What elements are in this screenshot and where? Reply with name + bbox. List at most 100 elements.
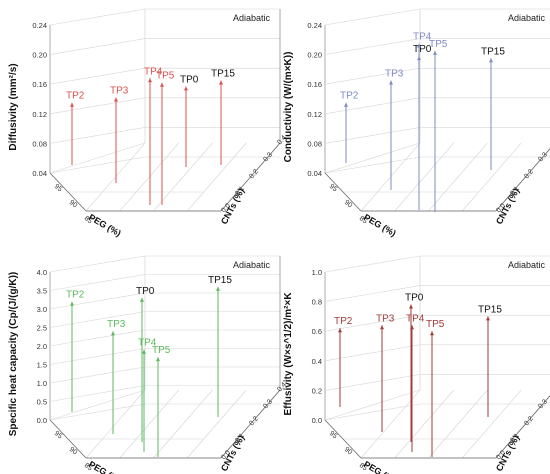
- data-label: TP15: [481, 46, 505, 57]
- z-tick-label: 0.5: [37, 398, 47, 407]
- data-label: TP5: [426, 319, 445, 330]
- grid-line: [324, 314, 421, 332]
- data-marker: [70, 102, 74, 107]
- grid-line: [153, 389, 213, 459]
- cnt-tick-label: 0.2: [248, 168, 260, 180]
- grid-line: [428, 389, 488, 459]
- z-tick-label: 0.4: [312, 357, 322, 366]
- grid-line: [49, 8, 146, 26]
- data-label: TP2: [334, 316, 353, 327]
- z-tick-label: 0.20: [32, 51, 47, 60]
- grid-line: [324, 67, 421, 85]
- data-marker: [142, 349, 146, 354]
- axis-line: [495, 395, 550, 459]
- cnt-tick-label: 0.1: [509, 432, 521, 444]
- grid-line: [462, 142, 522, 212]
- cnt-tick-label: 0.1: [509, 185, 521, 197]
- data-marker: [216, 286, 220, 291]
- grid-line: [49, 127, 146, 144]
- grid-line: [49, 67, 146, 85]
- x-axis-label: PEG (%): [87, 459, 123, 474]
- y-axis-label: Specific heat capacity (Cp/(J/(g/K)): [8, 272, 19, 436]
- grid-line: [324, 127, 421, 144]
- data-marker: [409, 304, 413, 309]
- data-marker: [389, 80, 393, 85]
- grid-line: [360, 389, 421, 459]
- z-tick-label: 0.8: [312, 298, 322, 307]
- grid-line: [462, 389, 522, 459]
- z-tick-label: 0.12: [32, 110, 47, 119]
- z-tick-label: 0.24: [307, 21, 322, 30]
- data-label: TP4: [138, 338, 157, 349]
- data-marker: [70, 301, 74, 306]
- peg-tick-label: 95: [328, 430, 339, 440]
- data-label: TP0: [180, 74, 199, 85]
- cnt-tick-label: 0.0: [220, 449, 232, 461]
- z-tick-label: 0.08: [307, 139, 322, 148]
- data-marker: [380, 325, 384, 330]
- data-marker: [433, 50, 437, 55]
- grid-line: [324, 255, 421, 273]
- grid-line: [187, 389, 247, 459]
- chart-panel-a: 0.040.080.120.160.200.249590850.00.10.20…: [8, 8, 288, 238]
- data-marker: [344, 102, 348, 107]
- data-label: TP3: [385, 69, 404, 80]
- axis-line: [495, 148, 550, 212]
- z-tick-label: 2.5: [37, 324, 47, 333]
- data-label: TP5: [156, 71, 175, 82]
- data-label: TP3: [376, 313, 395, 324]
- cnt-tick-label: 0.0: [220, 202, 232, 214]
- peg-tick-label: 95: [53, 430, 64, 440]
- condition-label: Adiabatic: [233, 260, 271, 270]
- data-marker: [156, 357, 160, 362]
- cnt-tick-label: 0.3: [537, 151, 549, 163]
- data-marker: [417, 43, 421, 48]
- data-marker: [338, 328, 342, 333]
- grid-line: [49, 366, 146, 384]
- data-label: TP5: [429, 39, 448, 50]
- z-tick-label: 0.04: [307, 169, 322, 178]
- z-tick-label: 0.24: [32, 21, 47, 30]
- peg-tick-label: 90: [68, 446, 79, 456]
- grid-line: [49, 385, 146, 402]
- x-axis-label: PEG (%): [362, 459, 398, 474]
- z-tick-label: 2.0: [37, 342, 47, 351]
- z-tick-label: 1.0: [37, 379, 47, 388]
- peg-tick-label: 90: [68, 199, 79, 209]
- cnt-tick-label: 0.2: [523, 168, 535, 180]
- x-axis-label: PEG (%): [87, 212, 123, 238]
- grid-line: [324, 374, 421, 391]
- z-tick-label: 0.0: [312, 416, 322, 425]
- data-label: TP3: [110, 86, 129, 97]
- cnt-tick-label: 0.0: [495, 202, 507, 214]
- peg-tick-label: 95: [53, 183, 64, 193]
- x-axis-label: PEG (%): [362, 212, 398, 238]
- cnt-tick-label: 0.0: [495, 449, 507, 461]
- axis-line: [220, 142, 281, 212]
- data-label: TP15: [211, 69, 235, 80]
- cnt-tick-label: 0.1: [234, 185, 246, 197]
- condition-label: Adiabatic: [508, 13, 546, 23]
- grid-line: [324, 38, 421, 55]
- grid-line: [49, 329, 146, 347]
- cnt-tick-label: 0.4: [276, 381, 288, 393]
- grid-line: [85, 389, 146, 459]
- peg-tick-label: 85: [358, 462, 369, 472]
- data-label: TP0: [413, 44, 432, 55]
- grid-line: [119, 142, 179, 212]
- data-label: TP4: [406, 313, 425, 324]
- data-marker: [160, 82, 164, 87]
- peg-tick-label: 95: [328, 183, 339, 193]
- grid-line: [49, 255, 146, 273]
- data-marker: [219, 80, 223, 85]
- grid-line: [187, 142, 247, 212]
- data-label: TP2: [66, 91, 85, 102]
- data-marker: [114, 97, 118, 102]
- axis-line: [324, 172, 362, 212]
- grid-line: [324, 8, 421, 26]
- cnt-tick-label: 0.3: [537, 398, 549, 410]
- y-axis-label: Effusivity (W×s^1/2)/m²×K: [283, 292, 294, 416]
- cnt-tick-label: 0.3: [262, 398, 274, 410]
- chart-panel-d: 0.00.20.40.60.81.09590850.00.10.20.30.4P…: [283, 255, 550, 474]
- peg-tick-label: 90: [343, 199, 354, 209]
